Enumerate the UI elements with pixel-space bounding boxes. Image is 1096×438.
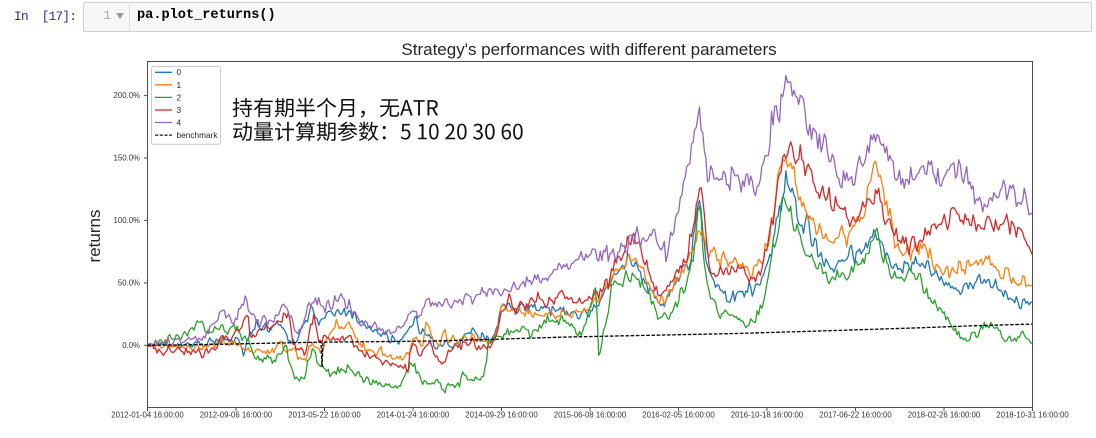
svg-text:200.0%: 200.0%	[114, 91, 141, 100]
svg-text:2016-10-18 16:00:00: 2016-10-18 16:00:00	[731, 411, 804, 420]
svg-text:2013-05-22 16:00:00: 2013-05-22 16:00:00	[288, 411, 361, 420]
svg-text:0.0%: 0.0%	[122, 341, 140, 350]
svg-text:returns: returns	[85, 210, 104, 263]
svg-text:2012-09-06 16:00:00: 2012-09-06 16:00:00	[200, 411, 273, 420]
svg-text:benchmark: benchmark	[177, 130, 219, 140]
svg-text:100.0%: 100.0%	[114, 216, 141, 225]
svg-text:Strategy's performances with d: Strategy's performances with different p…	[401, 40, 776, 59]
svg-text:2017-06-22 16:00:00: 2017-06-22 16:00:00	[819, 411, 892, 420]
svg-text:2012-01-04 16:00:00: 2012-01-04 16:00:00	[111, 411, 184, 420]
svg-text:150.0%: 150.0%	[114, 154, 141, 163]
svg-text:4: 4	[177, 117, 182, 127]
svg-text:2018-10-31 16:00:00: 2018-10-31 16:00:00	[996, 411, 1069, 420]
svg-text:2015-06-08 16:00:00: 2015-06-08 16:00:00	[554, 411, 627, 420]
svg-text:2014-01-24 16:00:00: 2014-01-24 16:00:00	[377, 411, 450, 420]
svg-text:50.0%: 50.0%	[118, 279, 140, 288]
svg-text:0: 0	[177, 67, 182, 77]
svg-text:2018-02-26 16:00:00: 2018-02-26 16:00:00	[908, 411, 981, 420]
svg-text:1: 1	[177, 80, 182, 90]
svg-text:2: 2	[177, 92, 182, 102]
svg-text:2014-09-29 16:00:00: 2014-09-29 16:00:00	[465, 411, 538, 420]
svg-text:3: 3	[177, 105, 182, 115]
svg-text:2016-02-05 16:00:00: 2016-02-05 16:00:00	[642, 411, 715, 420]
